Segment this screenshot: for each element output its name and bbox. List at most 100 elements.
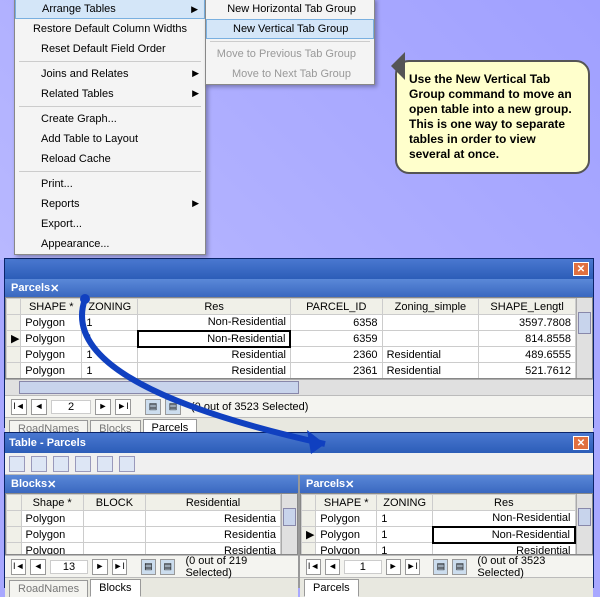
column-header[interactable]: BLOCK (83, 495, 145, 511)
row-selector[interactable] (302, 543, 316, 555)
row-selector[interactable] (7, 363, 21, 379)
grid-cell[interactable]: Polygon (21, 315, 82, 331)
nav-prev[interactable]: ◄ (30, 559, 45, 575)
nav-first[interactable]: I◄ (306, 559, 321, 575)
grid-cell[interactable]: 489.6555 (479, 347, 576, 363)
column-header[interactable]: Shape * (21, 495, 83, 511)
menu-item[interactable]: Related Tables▶ (15, 84, 205, 104)
grid-cell[interactable]: Residential (138, 347, 291, 363)
nav-last[interactable]: ►I (112, 559, 127, 575)
toolbar-button[interactable] (119, 456, 135, 472)
tab-header[interactable]: Blocks✕ (5, 475, 298, 493)
grid-cell[interactable]: 521.7612 (479, 363, 576, 379)
column-header[interactable]: Res (138, 299, 291, 315)
nav-next[interactable]: ► (386, 559, 401, 575)
grid-cell[interactable]: 6358 (290, 315, 382, 331)
nav-prev[interactable]: ◄ (31, 399, 47, 415)
table-tab[interactable]: Parcels (304, 579, 359, 597)
column-header[interactable]: ZONING (377, 495, 433, 511)
menu-item[interactable]: Reset Default Field Order (15, 39, 205, 59)
row-selector[interactable] (7, 315, 21, 331)
show-all-icon[interactable]: ▤ (145, 399, 161, 415)
menu-item[interactable]: Create Graph... (15, 109, 205, 129)
toolbar-button[interactable] (75, 456, 91, 472)
grid-cell[interactable] (83, 543, 145, 555)
tab-close-icon[interactable]: ✕ (345, 478, 354, 491)
tab-close-icon[interactable]: ✕ (50, 282, 59, 295)
grid-cell[interactable] (382, 315, 479, 331)
tab-header[interactable]: Parcels✕ (300, 475, 593, 493)
show-selected-icon[interactable]: ▤ (452, 559, 467, 575)
grid-cell[interactable]: Non-Residential (433, 527, 575, 543)
grid-cell[interactable]: Polygon (316, 511, 377, 527)
panel-titlebar[interactable]: Table - Parcels✕ (5, 433, 593, 453)
grid-cell[interactable]: 1 (377, 511, 433, 527)
grid-cell[interactable]: Polygon (316, 543, 377, 555)
nav-first[interactable]: I◄ (11, 559, 26, 575)
grid-cell[interactable]: Residential (138, 363, 291, 379)
grid-cell[interactable]: Polygon (21, 527, 83, 543)
grid-cell[interactable]: 1 (377, 543, 433, 555)
nav-prev[interactable]: ◄ (325, 559, 340, 575)
menu-item[interactable]: Reload Cache (15, 149, 205, 169)
grid-cell[interactable]: Polygon (21, 363, 82, 379)
grid-cell[interactable]: 1 (377, 527, 433, 543)
horizontal-scrollbar[interactable] (5, 379, 593, 395)
grid-cell[interactable]: 1 (82, 315, 138, 331)
grid-cell[interactable]: 1 (82, 363, 138, 379)
grid-cell[interactable]: Non-Residential (433, 511, 575, 527)
nav-page[interactable]: 13 (50, 560, 88, 574)
close-icon[interactable]: ✕ (573, 262, 589, 276)
grid-cell[interactable]: Residentia (146, 511, 281, 527)
grid-cell[interactable]: Non-Residential (138, 315, 291, 331)
close-icon[interactable]: ✕ (573, 436, 589, 450)
row-selector[interactable] (7, 347, 21, 363)
toolbar-button[interactable] (97, 456, 113, 472)
show-selected-icon[interactable]: ▤ (160, 559, 175, 575)
grid-cell[interactable]: Polygon (21, 511, 83, 527)
toolbar-button[interactable] (9, 456, 25, 472)
column-header[interactable]: SHAPE_Lengtl (479, 299, 576, 315)
grid-cell[interactable]: Polygon (316, 527, 377, 543)
grid-cell[interactable] (382, 331, 479, 347)
grid-cell[interactable]: Residential (382, 347, 479, 363)
column-header[interactable]: SHAPE * (316, 495, 377, 511)
grid-cell[interactable]: 3597.7808 (479, 315, 576, 331)
table-tab[interactable]: RoadNames (9, 580, 88, 597)
nav-first[interactable]: I◄ (11, 399, 27, 415)
grid-cell[interactable] (83, 511, 145, 527)
grid-cell[interactable]: Polygon (21, 543, 83, 555)
table-tab[interactable]: Blocks (90, 579, 140, 597)
row-selector[interactable] (7, 527, 22, 543)
menu-item[interactable]: Appearance... (15, 234, 205, 254)
grid-cell[interactable]: 2361 (290, 363, 382, 379)
column-header[interactable]: Residential (146, 495, 281, 511)
column-header[interactable]: SHAPE * (21, 299, 82, 315)
menu-item[interactable]: Add Table to Layout (15, 129, 205, 149)
grid-cell[interactable]: Residentia (146, 543, 281, 555)
menu-item[interactable]: Restore Default Column Widths (15, 19, 205, 39)
row-selector[interactable] (302, 511, 316, 527)
grid-cell[interactable]: 6359 (290, 331, 382, 347)
row-selector[interactable]: ▶ (302, 527, 316, 543)
column-header[interactable]: Zoning_simple (382, 299, 479, 315)
column-header[interactable]: PARCEL_ID (290, 299, 382, 315)
row-selector[interactable] (7, 511, 22, 527)
show-all-icon[interactable]: ▤ (433, 559, 448, 575)
show-selected-icon[interactable]: ▤ (165, 399, 181, 415)
column-header[interactable]: ZONING (82, 299, 138, 315)
tab-close-icon[interactable]: ✕ (47, 478, 56, 491)
grid-cell[interactable]: Polygon (21, 331, 82, 347)
grid-cell[interactable]: Residentia (146, 527, 281, 543)
grid-cell[interactable]: Polygon (21, 347, 82, 363)
toolbar-button[interactable] (31, 456, 47, 472)
grid-cell[interactable]: 1 (82, 347, 138, 363)
vertical-scrollbar[interactable] (576, 298, 592, 379)
grid-cell[interactable]: 2360 (290, 347, 382, 363)
grid-cell[interactable]: Residential (433, 543, 575, 555)
vertical-scrollbar[interactable] (281, 494, 297, 555)
submenu-item[interactable]: New Vertical Tab Group (206, 19, 374, 39)
menu-item[interactable]: Arrange Tables▶ (15, 0, 205, 19)
menu-item[interactable]: Export... (15, 214, 205, 234)
vertical-scrollbar[interactable] (576, 494, 592, 555)
